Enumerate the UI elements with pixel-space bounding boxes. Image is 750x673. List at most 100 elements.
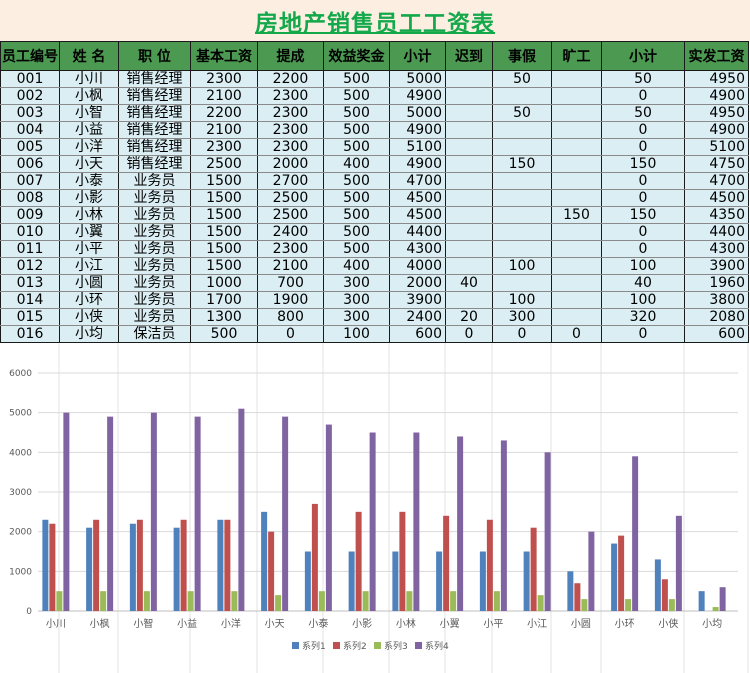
bar-系列3[interactable] bbox=[625, 599, 632, 611]
bar-系列1[interactable] bbox=[217, 519, 224, 611]
table-cell[interactable]: 2500 bbox=[257, 189, 324, 207]
bar-系列4[interactable] bbox=[500, 440, 507, 611]
table-cell[interactable]: 业务员 bbox=[118, 206, 191, 224]
table-cell[interactable]: 015 bbox=[0, 308, 60, 326]
table-cell[interactable]: 500 bbox=[323, 104, 390, 122]
table-cell[interactable]: 2300 bbox=[190, 138, 258, 156]
bar-系列2[interactable] bbox=[136, 519, 143, 611]
table-cell[interactable] bbox=[492, 206, 552, 224]
table-cell[interactable]: 016 bbox=[0, 325, 60, 343]
table-cell[interactable]: 100 bbox=[492, 257, 552, 275]
table-cell[interactable]: 小洋 bbox=[59, 138, 119, 156]
table-cell[interactable]: 4400 bbox=[389, 223, 446, 241]
table-cell[interactable]: 600 bbox=[389, 325, 446, 343]
table-cell[interactable]: 001 bbox=[0, 70, 60, 88]
bar-系列3[interactable] bbox=[318, 591, 325, 611]
table-cell[interactable]: 500 bbox=[323, 206, 390, 224]
table-cell[interactable] bbox=[445, 121, 493, 139]
bar-系列3[interactable] bbox=[100, 591, 107, 611]
table-cell[interactable]: 2300 bbox=[257, 138, 324, 156]
table-cell[interactable]: 4950 bbox=[684, 104, 749, 122]
table-cell[interactable]: 100 bbox=[492, 291, 552, 309]
table-cell[interactable]: 4750 bbox=[684, 155, 749, 173]
table-cell[interactable]: 012 bbox=[0, 257, 60, 275]
table-cell[interactable]: 400 bbox=[323, 257, 390, 275]
table-cell[interactable]: 小均 bbox=[59, 325, 119, 343]
table-cell[interactable]: 007 bbox=[0, 172, 60, 190]
bar-系列2[interactable] bbox=[486, 519, 493, 611]
table-cell[interactable] bbox=[492, 240, 552, 258]
table-cell[interactable]: 2700 bbox=[257, 172, 324, 190]
column-header[interactable]: 小计 bbox=[389, 41, 446, 71]
table-cell[interactable]: 2200 bbox=[257, 70, 324, 88]
table-cell[interactable]: 4900 bbox=[389, 121, 446, 139]
salary-column-chart[interactable]: 0 1000 2000 3000 4000 5000 6000 小川 小枫 小智 小益 小洋 小天 小泰… bbox=[0, 345, 750, 665]
table-cell[interactable]: 500 bbox=[323, 223, 390, 241]
table-cell[interactable]: 2300 bbox=[190, 70, 258, 88]
table-cell[interactable]: 小林 bbox=[59, 206, 119, 224]
bar-系列4[interactable] bbox=[457, 436, 464, 611]
table-cell[interactable]: 0 bbox=[601, 138, 685, 156]
table-cell[interactable] bbox=[445, 291, 493, 309]
bar-系列1[interactable] bbox=[86, 527, 93, 611]
table-cell[interactable]: 1000 bbox=[190, 274, 258, 292]
table-cell[interactable]: 1500 bbox=[190, 257, 258, 275]
bar-系列1[interactable] bbox=[523, 551, 530, 612]
table-cell[interactable]: 0 bbox=[601, 325, 685, 343]
table-cell[interactable]: 1900 bbox=[257, 291, 324, 309]
table-cell[interactable]: 0 bbox=[601, 172, 685, 190]
bar-系列2[interactable] bbox=[268, 531, 275, 611]
table-cell[interactable]: 小益 bbox=[59, 121, 119, 139]
table-cell[interactable]: 小翼 bbox=[59, 223, 119, 241]
table-cell[interactable]: 20 bbox=[445, 308, 493, 326]
table-cell[interactable]: 008 bbox=[0, 189, 60, 207]
table-cell[interactable]: 50 bbox=[492, 70, 552, 88]
table-cell[interactable]: 1700 bbox=[190, 291, 258, 309]
table-cell[interactable] bbox=[445, 87, 493, 105]
bar-系列4[interactable] bbox=[282, 416, 289, 611]
bar-系列1[interactable] bbox=[698, 591, 705, 611]
table-cell[interactable]: 300 bbox=[492, 308, 552, 326]
table-cell[interactable] bbox=[445, 70, 493, 88]
table-cell[interactable]: 4900 bbox=[389, 87, 446, 105]
table-cell[interactable]: 4700 bbox=[389, 172, 446, 190]
table-cell[interactable]: 011 bbox=[0, 240, 60, 258]
table-cell[interactable]: 3900 bbox=[684, 257, 749, 275]
table-cell[interactable]: 150 bbox=[601, 206, 685, 224]
bar-系列2[interactable] bbox=[49, 523, 56, 611]
table-cell[interactable] bbox=[445, 206, 493, 224]
table-cell[interactable]: 小平 bbox=[59, 240, 119, 258]
table-cell[interactable]: 小智 bbox=[59, 104, 119, 122]
table-cell[interactable]: 2000 bbox=[389, 274, 446, 292]
bar-系列2[interactable] bbox=[224, 519, 231, 611]
table-cell[interactable]: 2500 bbox=[257, 206, 324, 224]
bar-系列3[interactable] bbox=[187, 591, 194, 611]
bar-系列1[interactable] bbox=[436, 551, 443, 612]
table-cell[interactable]: 014 bbox=[0, 291, 60, 309]
table-cell[interactable]: 4400 bbox=[684, 223, 749, 241]
column-header[interactable]: 效益奖金 bbox=[323, 41, 390, 71]
table-cell[interactable]: 0 bbox=[601, 121, 685, 139]
table-cell[interactable]: 50 bbox=[601, 70, 685, 88]
table-cell[interactable]: 0 bbox=[601, 189, 685, 207]
table-cell[interactable]: 100 bbox=[323, 325, 390, 343]
bar-系列4[interactable] bbox=[238, 408, 245, 611]
table-cell[interactable]: 002 bbox=[0, 87, 60, 105]
table-cell[interactable] bbox=[551, 274, 602, 292]
table-cell[interactable]: 1500 bbox=[190, 206, 258, 224]
table-cell[interactable]: 2100 bbox=[190, 87, 258, 105]
table-cell[interactable]: 小川 bbox=[59, 70, 119, 88]
bar-系列2[interactable] bbox=[661, 579, 668, 611]
table-cell[interactable]: 4500 bbox=[684, 189, 749, 207]
table-cell[interactable]: 0 bbox=[445, 325, 493, 343]
bar-系列1[interactable] bbox=[261, 511, 268, 611]
bar-系列1[interactable] bbox=[479, 551, 486, 612]
table-cell[interactable]: 业务员 bbox=[118, 291, 191, 309]
bar-系列1[interactable] bbox=[392, 551, 399, 612]
bar-系列3[interactable] bbox=[493, 591, 500, 611]
table-cell[interactable]: 500 bbox=[323, 70, 390, 88]
table-cell[interactable]: 300 bbox=[323, 308, 390, 326]
table-cell[interactable]: 320 bbox=[601, 308, 685, 326]
table-cell[interactable]: 业务员 bbox=[118, 308, 191, 326]
table-cell[interactable]: 4500 bbox=[389, 206, 446, 224]
